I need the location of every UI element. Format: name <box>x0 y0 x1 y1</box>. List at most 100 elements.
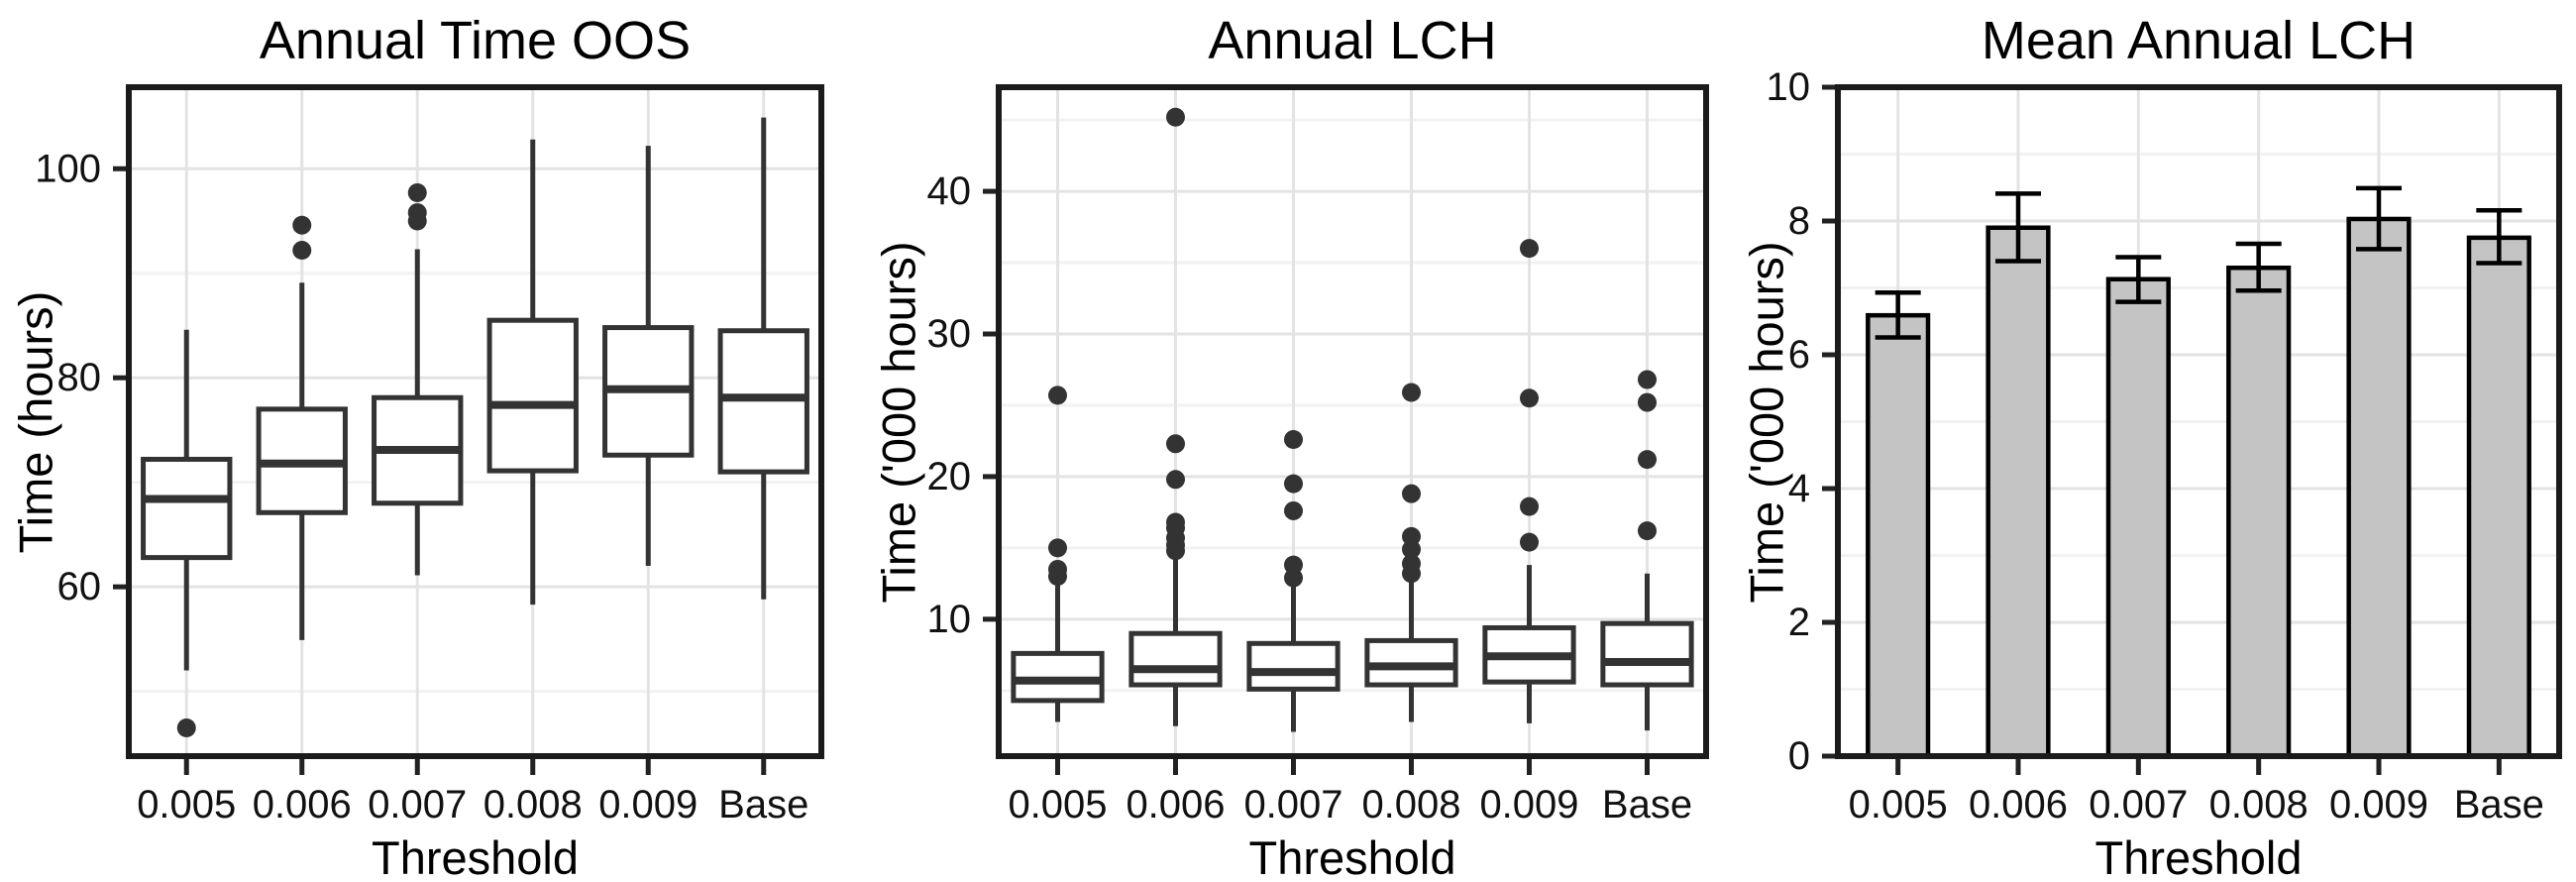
x-tick-label: 0.005 <box>137 783 236 827</box>
box-0009 <box>602 146 695 567</box>
bar-0009 <box>2346 185 2412 759</box>
outlier-point <box>1402 526 1421 546</box>
panel-annual-lch: 10 20 30 40 0.005 0.006 0.007 0.008 0.009 Base An… <box>859 0 1717 882</box>
y-tick-label: 2 <box>1788 601 1810 644</box>
y-tick-label: 6 <box>1788 333 1810 377</box>
x-axis-label-threshold-1: Threshold <box>372 831 579 882</box>
y-tick-label: 4 <box>1788 467 1810 510</box>
bar-0007 <box>2105 255 2171 759</box>
bar-Base <box>2466 207 2531 759</box>
x-tick-label: 0.006 <box>253 783 352 827</box>
panel-border <box>126 84 824 759</box>
outlier-point <box>1638 370 1657 389</box>
y-tick-label: 60 <box>57 565 102 608</box>
bar-rect <box>2105 276 2171 759</box>
x-tick-label: 0.005 <box>1849 783 1948 827</box>
outlier-point <box>1284 555 1303 575</box>
outlier-point <box>292 241 312 261</box>
bar-0008 <box>2226 241 2292 759</box>
outlier-point <box>1166 107 1185 127</box>
outlier-point <box>1520 239 1539 259</box>
outlier-point <box>1402 484 1421 503</box>
bar-0005 <box>1866 289 1931 759</box>
x-tick-label: 0.006 <box>1969 783 2068 827</box>
boxplot-annual-time-oos: 60 80 100 0.005 0.006 0.007 0.008 0.009 Base <box>35 84 824 827</box>
page-title-mean-annual-lch: Mean Annual LCH <box>1981 11 2416 70</box>
box-Base <box>1600 370 1694 731</box>
box-0006 <box>256 215 348 640</box>
y-axis-label-thousand-hours-1: Time ('000 hours) <box>872 240 925 604</box>
bar-0006 <box>1986 191 2051 759</box>
y-tick-label: 100 <box>35 147 101 190</box>
bar-rect <box>1866 312 1931 759</box>
box-Base <box>717 117 809 600</box>
panel-border <box>996 84 1709 759</box>
outlier-point <box>1048 538 1067 558</box>
x-tick-label: 0.006 <box>1126 783 1225 827</box>
x-tick-label: Base <box>1602 783 1692 827</box>
box-iqr <box>486 317 579 474</box>
x-tick-label: 0.009 <box>1479 783 1578 827</box>
box-0005 <box>141 329 233 738</box>
outlier-point <box>1520 532 1539 552</box>
outlier-point <box>1284 474 1303 494</box>
outlier-point <box>1166 470 1185 490</box>
y-tick-label: 10 <box>927 598 972 641</box>
outlier-point <box>1520 496 1539 516</box>
outlier-point <box>1284 500 1303 520</box>
outlier-point <box>1402 554 1421 574</box>
box-0007 <box>372 183 464 576</box>
y-tick-label: 20 <box>927 455 972 498</box>
page-title-annual-time-oos: Annual Time OOS <box>259 11 692 70</box>
boxplot-annual-lch: 10 20 30 40 0.005 0.006 0.007 0.008 0.009 Base <box>927 84 1709 827</box>
outlier-point <box>1638 521 1657 541</box>
y-tick-label: 80 <box>57 356 102 399</box>
y-axis-label-thousand-hours-2: Time ('000 hours) <box>1740 240 1793 604</box>
x-tick-label: 0.009 <box>2329 783 2428 827</box>
box-0008 <box>486 139 579 606</box>
box-0007 <box>1246 429 1341 732</box>
outlier-point <box>407 203 427 223</box>
y-tick-label: 40 <box>927 169 972 213</box>
barchart-mean-annual-lch: 0 2 4 6 8 10 0.005 0.006 0.007 0.008 0.009 Base <box>1767 65 2562 827</box>
outlier-point <box>1166 434 1185 454</box>
x-tick-label: 0.007 <box>1243 783 1342 827</box>
y-tick-label: 8 <box>1788 199 1810 243</box>
x-axis-label-threshold-3: Threshold <box>2094 831 2303 882</box>
outlier-point <box>1166 512 1185 532</box>
x-tick-label: 0.008 <box>2209 783 2308 827</box>
y-tick-label: 30 <box>927 312 972 356</box>
outlier-point <box>1638 450 1657 470</box>
panel-annual-time-oos: 60 80 100 0.005 0.006 0.007 0.008 0.009 Base Ann… <box>0 0 859 882</box>
box-iqr <box>141 456 233 561</box>
x-tick-label: 0.008 <box>483 783 583 827</box>
box-0008 <box>1364 383 1458 722</box>
x-tick-label: 0.008 <box>1361 783 1460 827</box>
outlier-point <box>1048 386 1067 405</box>
x-tick-label: Base <box>2454 783 2544 827</box>
y-tick-label: 0 <box>1788 734 1810 778</box>
outlier-point <box>407 183 427 203</box>
y-axis-label-hours: Time (hours) <box>9 290 62 553</box>
x-tick-label: 0.007 <box>2089 783 2188 827</box>
x-tick-label: 0.007 <box>368 783 467 827</box>
box-0005 <box>1011 386 1105 722</box>
x-tick-label: 0.009 <box>598 783 698 827</box>
outlier-point <box>1048 559 1067 579</box>
panel-mean-annual-lch: 0 2 4 6 8 10 0.005 0.006 0.007 0.008 0.009 Base Mea… <box>1717 0 2576 882</box>
bar-rect <box>2346 216 2412 759</box>
page-title-annual-lch: Annual LCH <box>1208 11 1497 70</box>
outlier-point <box>292 215 312 235</box>
outlier-point <box>1402 383 1421 402</box>
box-0006 <box>1128 107 1223 726</box>
box-iqr <box>1246 640 1341 692</box>
box-iqr <box>1600 620 1694 688</box>
panel-border <box>1835 84 2562 759</box>
bar-rect <box>2466 235 2531 759</box>
bar-rect <box>2226 266 2292 759</box>
outlier-point <box>176 718 196 738</box>
outlier-point <box>1638 392 1657 412</box>
outlier-point <box>1520 388 1539 408</box>
box-iqr <box>1128 630 1223 688</box>
